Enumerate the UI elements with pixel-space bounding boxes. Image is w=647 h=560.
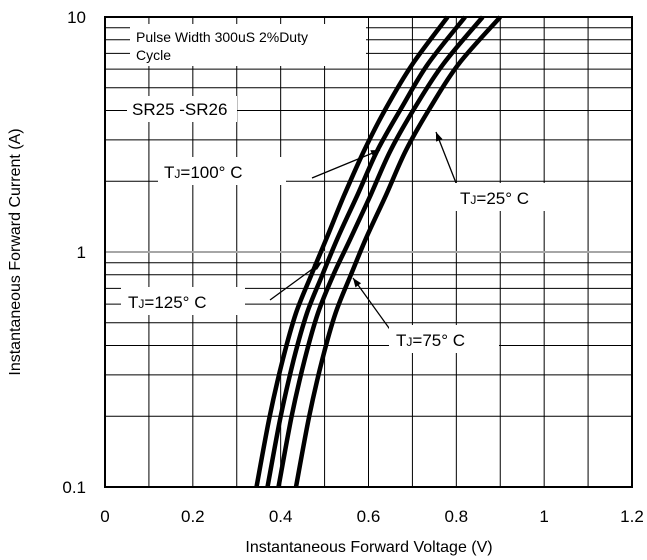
x-tick-label: 0.2	[181, 507, 205, 526]
part-number-label: SR25 -SR26	[132, 100, 227, 119]
grid	[105, 17, 632, 487]
x-tick-label: 0	[100, 507, 109, 526]
arrow-head-icon	[312, 262, 322, 271]
x-tick-label: 1	[539, 507, 548, 526]
x-axis-label: Instantaneous Forward Voltage (V)	[245, 539, 492, 556]
series-label: TJ=75° C	[396, 331, 465, 350]
x-tick-label: 1.2	[620, 507, 644, 526]
series-label: TJ=125° C	[128, 293, 206, 312]
annotation-pointer	[435, 131, 459, 189]
annotation-pointer	[269, 261, 323, 301]
annotation-background	[453, 183, 563, 211]
plot-frame	[104, 16, 633, 488]
curve-series-2	[276, 15, 485, 488]
arrow-head-icon	[370, 150, 380, 157]
curve-series-3	[293, 15, 502, 488]
annotation-pointer	[311, 149, 381, 179]
series-label: TJ=100° C	[164, 163, 242, 182]
curves	[254, 15, 502, 488]
y-axis-label: Instantaneous Forward Current (A)	[7, 128, 24, 375]
tick-labels: 0 0.2 0.4 0.6 0.8 1 1.2 0.1 1 10	[62, 8, 643, 526]
pulse-width-note-cont: Cycle	[136, 47, 171, 63]
y-tick-label: 0.1	[62, 478, 86, 497]
arrow-head-icon	[436, 132, 443, 142]
annotation-background	[158, 157, 286, 185]
y-tick-label: 10	[67, 8, 86, 27]
annotation-background	[121, 287, 245, 315]
y-tick-label: 1	[77, 243, 86, 262]
arrow-head-icon	[353, 278, 362, 288]
note-background	[130, 24, 366, 66]
curve-series-1	[265, 15, 467, 488]
x-tick-label: 0.8	[445, 507, 469, 526]
plot-border	[104, 16, 633, 488]
annotation-background	[389, 325, 499, 353]
x-tick-label: 0.4	[269, 507, 293, 526]
series-label: TJ=25° C	[460, 189, 529, 208]
curve-series-0	[254, 15, 450, 488]
pulse-width-note: Pulse Width 300uS 2%Duty	[136, 29, 308, 45]
annotation-pointer	[352, 277, 395, 336]
curve-annotations: TJ=125° C TJ=100° C TJ=75° C TJ=25° C	[121, 131, 563, 353]
x-tick-label: 0.6	[357, 507, 381, 526]
part-label-background	[127, 96, 237, 122]
